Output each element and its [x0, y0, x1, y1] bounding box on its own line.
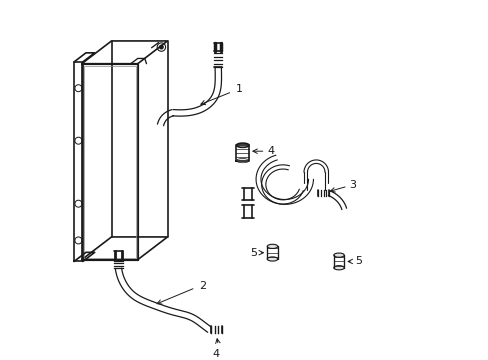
Circle shape: [159, 45, 163, 49]
Ellipse shape: [236, 143, 248, 147]
Ellipse shape: [267, 244, 277, 248]
Ellipse shape: [267, 257, 277, 261]
Ellipse shape: [333, 266, 344, 270]
Text: 4: 4: [267, 146, 274, 156]
Text: 5: 5: [354, 256, 361, 266]
Text: 4: 4: [212, 349, 219, 359]
Text: 1: 1: [235, 84, 242, 94]
Ellipse shape: [236, 158, 248, 163]
Text: 2: 2: [199, 281, 206, 291]
Text: 5: 5: [249, 248, 256, 258]
Ellipse shape: [333, 253, 344, 257]
Text: 3: 3: [349, 180, 356, 190]
